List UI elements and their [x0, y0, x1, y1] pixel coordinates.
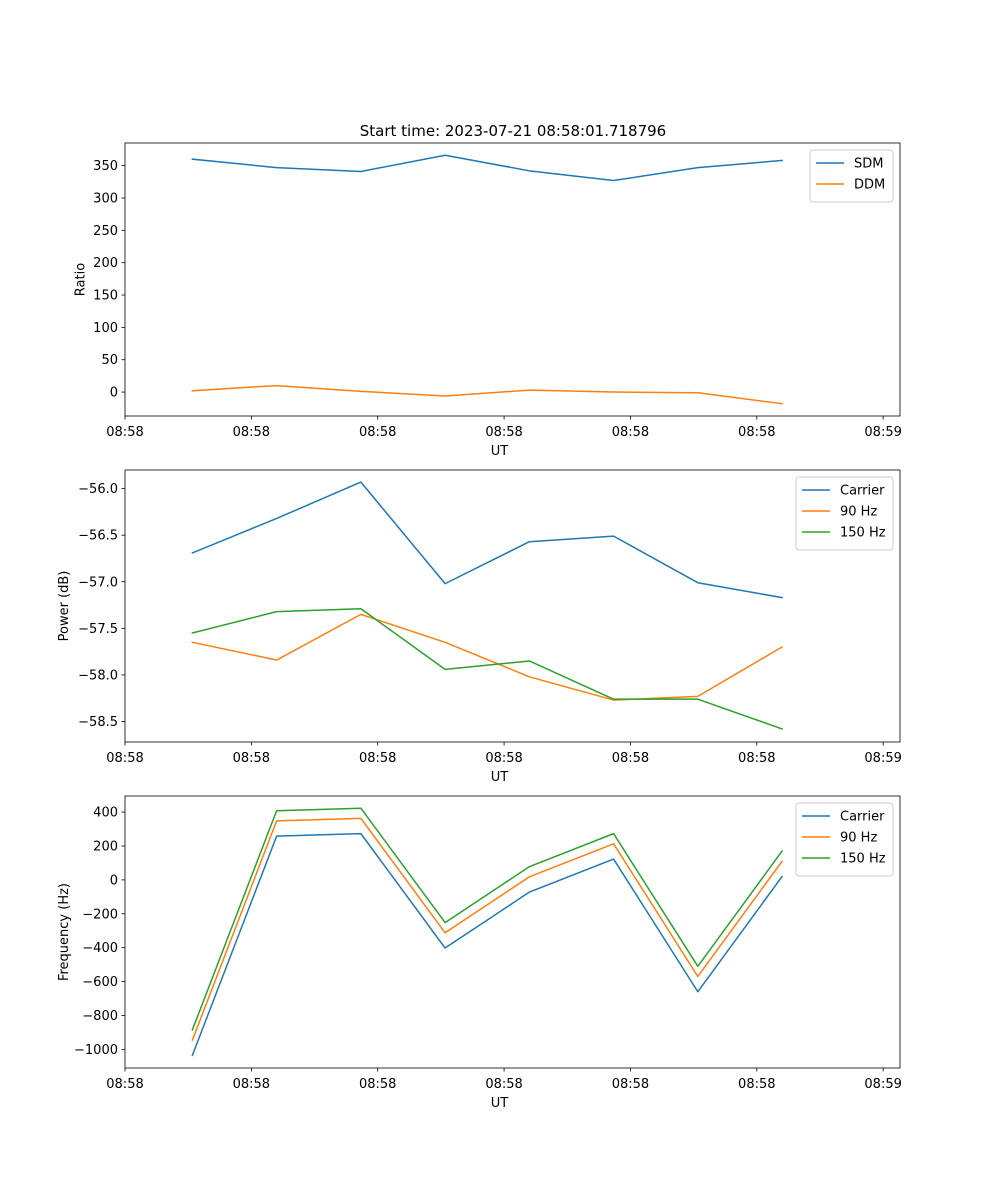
x-tick-label: 08:58	[738, 425, 775, 440]
y-axis-label: Power (dB)	[57, 571, 72, 642]
y-tick-label: 100	[93, 321, 118, 336]
series-line-150-hz	[191, 608, 784, 730]
x-tick-label: 08:58	[359, 425, 396, 440]
y-tick-label: −58.0	[78, 668, 118, 683]
x-tick-label: 08:59	[864, 1077, 901, 1092]
legend-label: 90 Hz	[840, 505, 877, 520]
y-tick-label: −57.5	[78, 622, 118, 637]
x-tick-label: 08:58	[485, 1077, 522, 1092]
x-tick-label: 08:58	[106, 751, 143, 766]
y-tick-label: −57.0	[78, 575, 118, 590]
x-tick-label: 08:58	[233, 751, 270, 766]
y-tick-label: 350	[93, 159, 118, 174]
legend: Carrier 90 Hz 150 Hz	[795, 476, 894, 551]
axes-container: 08:58 08:58 08:58 08:58 08:58 08:58 08:59 0 50 10…	[57, 142, 902, 1111]
x-axis-label: UT	[491, 444, 509, 459]
y-tick-label: −200	[82, 907, 118, 922]
x-tick-label: 08:58	[106, 425, 143, 440]
y-axis-label: Ratio	[73, 263, 88, 296]
x-tick-label: 08:59	[864, 425, 901, 440]
y-tick-label: 300	[93, 191, 118, 206]
series-line-carrier	[191, 481, 783, 599]
x-tick-label: 08:58	[612, 425, 649, 440]
x-tick-label: 08:59	[864, 751, 901, 766]
series-line-ddm	[191, 384, 783, 405]
y-tick-label: −400	[82, 941, 118, 956]
y-tick-label: −800	[82, 1009, 118, 1024]
figure-title: Start time: 2023-07-21 08:58:01.718796	[360, 122, 666, 140]
y-tick-label: 400	[93, 806, 118, 821]
legend-label: SDM	[854, 157, 883, 172]
x-tick-label: 08:58	[359, 1077, 396, 1092]
y-tick-label: −600	[82, 975, 118, 990]
legend-label: Carrier	[840, 484, 885, 499]
y-tick-label: 0	[110, 873, 118, 888]
y-tick-label: −1000	[74, 1043, 118, 1058]
axes-frame	[124, 142, 901, 417]
x-tick-label: 08:58	[359, 751, 396, 766]
y-tick-label: −56.0	[78, 482, 118, 497]
x-tick-label: 08:58	[233, 425, 270, 440]
x-tick-label: 08:58	[612, 751, 649, 766]
x-tick-label: 08:58	[106, 1077, 143, 1092]
x-tick-label: 08:58	[233, 1077, 270, 1092]
chart-panel-1: 08:58 08:58 08:58 08:58 08:58 08:58 08:59 0 50 10…	[73, 142, 902, 459]
y-tick-label: −58.5	[78, 715, 118, 730]
legend-label: 90 Hz	[840, 831, 877, 846]
legend-label: Carrier	[840, 810, 885, 825]
x-tick-label: 08:58	[485, 425, 522, 440]
chart-panel-2: 08:58 08:58 08:58 08:58 08:58 08:58 08:59 −58.5…	[57, 469, 902, 785]
x-axis-label: UT	[491, 1096, 509, 1111]
series-line-carrier	[191, 832, 784, 1057]
x-tick-label: 08:58	[738, 1077, 775, 1092]
legend-label: DDM	[854, 178, 885, 193]
axes-frame	[124, 795, 901, 1069]
legend-label: 150 Hz	[840, 852, 886, 867]
y-tick-label: 250	[93, 224, 118, 239]
y-tick-label: 150	[93, 289, 118, 304]
series-line-150-hz	[191, 807, 784, 1031]
y-tick-label: 50	[101, 353, 118, 368]
y-axis-label: Frequency (Hz)	[57, 883, 72, 981]
y-tick-label: 200	[93, 256, 118, 271]
legend: Carrier 90 Hz 150 Hz	[795, 802, 894, 877]
x-tick-label: 08:58	[612, 1077, 649, 1092]
y-tick-label: 0	[110, 386, 118, 401]
x-tick-label: 08:58	[738, 751, 775, 766]
legend: SDM DDM	[809, 149, 894, 203]
chart-panel-3: 08:58 08:58 08:58 08:58 08:58 08:58 08:59 −1000…	[57, 795, 902, 1111]
x-axis-label: UT	[491, 770, 509, 785]
legend-label: 150 Hz	[840, 526, 886, 541]
series-line-sdm	[191, 154, 783, 182]
series-line-90-hz	[191, 613, 784, 701]
y-tick-label: −56.5	[78, 529, 118, 544]
series-line-90-hz	[191, 817, 784, 1042]
y-tick-label: 200	[93, 839, 118, 854]
axes-frame	[124, 469, 901, 743]
x-tick-label: 08:58	[485, 751, 522, 766]
